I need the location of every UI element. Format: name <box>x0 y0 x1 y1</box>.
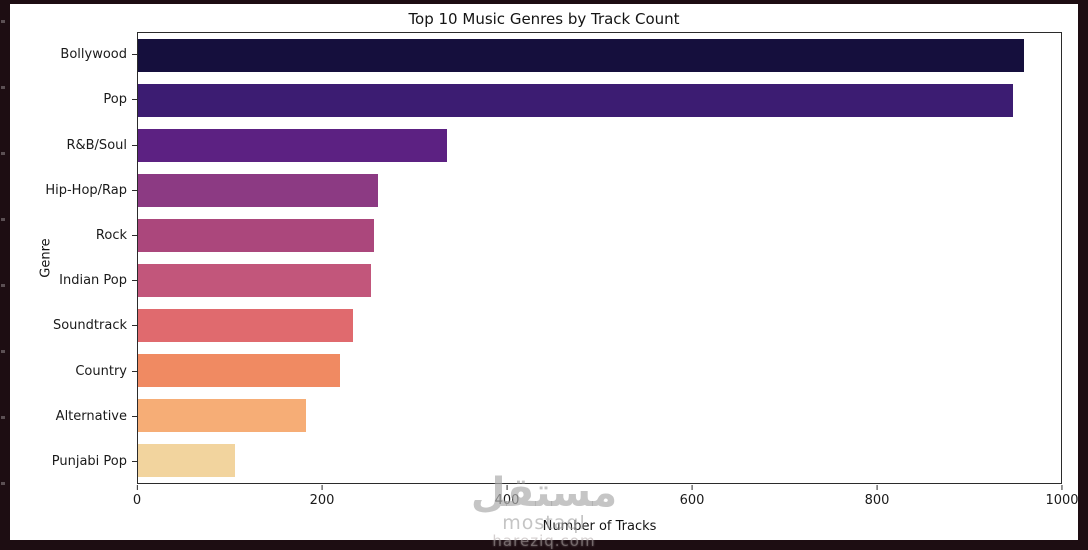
bar-row <box>138 168 1061 213</box>
bar-row <box>138 393 1061 438</box>
bar-bollywood <box>138 39 1024 72</box>
bar-alternative <box>138 399 306 432</box>
bar-row <box>138 258 1061 303</box>
bar-punjabi-pop <box>138 444 235 477</box>
y-tick-label: Pop <box>10 77 137 122</box>
bar-row <box>138 213 1061 258</box>
bar-row <box>138 33 1061 78</box>
y-tick-label: Soundtrack <box>10 303 137 348</box>
x-tick-600: 600 <box>680 485 705 508</box>
bar-country <box>138 354 340 387</box>
y-tick-label: Rock <box>10 213 137 258</box>
bar-indian-pop <box>138 264 371 297</box>
bar-row <box>138 303 1061 348</box>
left-edge-marks <box>1 20 5 528</box>
plot-area <box>137 32 1062 484</box>
bar-row <box>138 348 1061 393</box>
x-tick-800: 800 <box>865 485 890 508</box>
y-tick-label: Indian Pop <box>10 258 137 303</box>
bar-soundtrack <box>138 309 353 342</box>
y-tick-label: Country <box>10 348 137 393</box>
bar-rock <box>138 219 374 252</box>
y-tick-label: Alternative <box>10 394 137 439</box>
y-tick-label: Bollywood <box>10 32 137 77</box>
x-tick-400: 400 <box>495 485 520 508</box>
x-tick-1000: 1000 <box>1045 485 1078 508</box>
y-tick-label: Punjabi Pop <box>10 439 137 484</box>
bar-r-b-soul <box>138 129 447 162</box>
y-tick-label: R&B/Soul <box>10 122 137 167</box>
x-tick-0: 0 <box>133 485 141 508</box>
bar-row <box>138 123 1061 168</box>
chart-figure: Top 10 Music Genres by Track Count Genre… <box>10 4 1078 540</box>
bars-area <box>138 33 1061 483</box>
bar-hip-hop-rap <box>138 174 378 207</box>
bar-pop <box>138 84 1013 117</box>
bar-row <box>138 438 1061 483</box>
y-tick-label: Hip-Hop/Rap <box>10 168 137 213</box>
x-tick-200: 200 <box>310 485 335 508</box>
x-axis-label: Number of Tracks <box>137 519 1062 534</box>
chart-title: Top 10 Music Genres by Track Count <box>10 10 1078 28</box>
bar-row <box>138 78 1061 123</box>
